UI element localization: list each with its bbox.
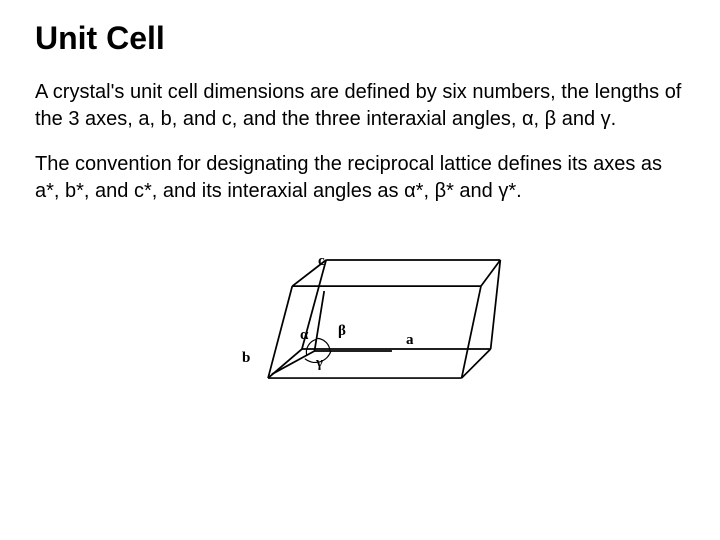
axis-label-b: b bbox=[242, 350, 250, 367]
page-title: Unit Cell bbox=[35, 20, 685, 57]
unit-cell-diagram: c b a α β γ bbox=[210, 235, 510, 405]
angle-label-alpha: α bbox=[300, 327, 308, 344]
axis-label-c: c bbox=[318, 253, 325, 270]
angle-label-beta: β bbox=[338, 323, 346, 340]
paragraph-reciprocal: The convention for designating the recip… bbox=[35, 151, 685, 205]
angle-label-gamma: γ bbox=[316, 355, 323, 372]
paragraph-unit-cell: A crystal's unit cell dimensions are def… bbox=[35, 79, 685, 133]
axis-label-a: a bbox=[406, 332, 414, 349]
parallelepiped-svg bbox=[210, 235, 510, 405]
